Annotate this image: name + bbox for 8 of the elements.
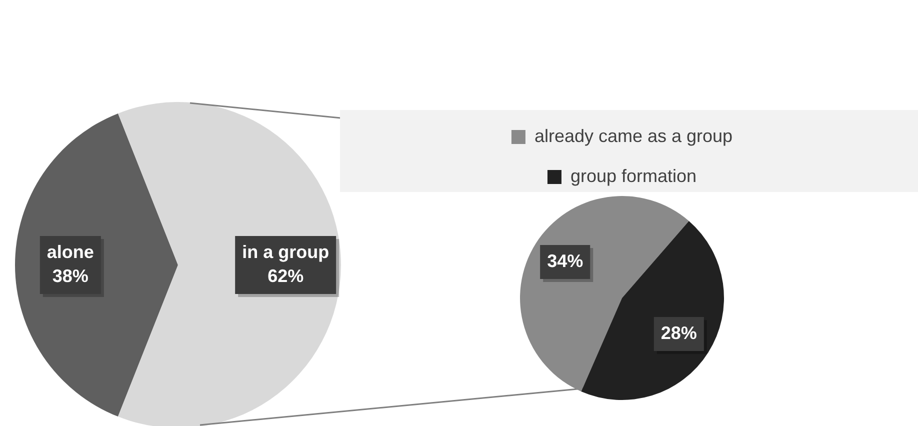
data-label: 28% bbox=[660, 322, 697, 343]
slice-label: in a group bbox=[242, 242, 330, 262]
slice-label: alone bbox=[46, 242, 94, 262]
data-label: 62% bbox=[268, 266, 304, 286]
legend-label: already came as a group bbox=[534, 126, 733, 146]
legend-label: group formation bbox=[570, 166, 697, 186]
data-label: 38% bbox=[52, 266, 88, 286]
data-label: 34% bbox=[547, 251, 584, 272]
